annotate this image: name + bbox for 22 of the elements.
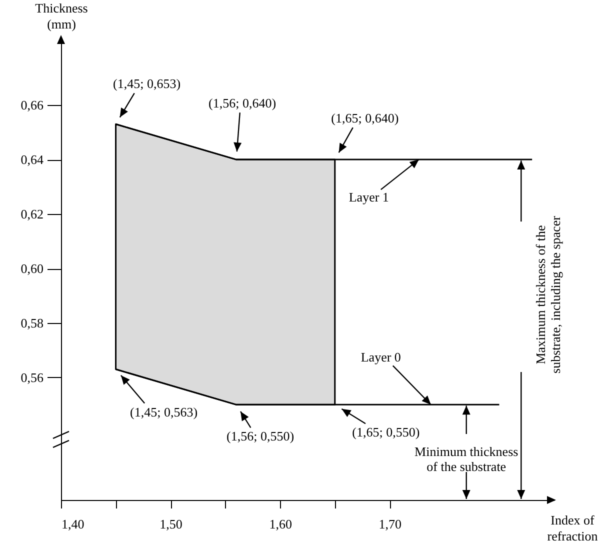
y-axis-title: Thickness (mm) <box>35 0 88 32</box>
annotation: (1,45; 0,563) <box>130 404 198 420</box>
x-tick-label: 1,70 <box>378 516 402 532</box>
y-tick-label: 0,60 <box>20 261 44 276</box>
annotation: (1,56; 0,550) <box>226 428 294 444</box>
legend-label: Layer 1 <box>348 190 389 205</box>
y-tick-label: 0,64 <box>20 152 44 168</box>
y-tick-label: 0,66 <box>20 98 44 113</box>
y-tick-label: 0,62 <box>20 206 44 222</box>
x-tick-label: 1,50 <box>160 516 182 532</box>
annotation: (1,65; 0,550) <box>352 424 420 440</box>
x-tick-label: 1,60 <box>269 516 292 532</box>
annotation: Maximum thickness of the substrate, including the spacer <box>533 215 564 374</box>
x-tick-label: 1,40 <box>62 516 84 532</box>
text: Layer 0 <box>360 350 401 365</box>
annotation: Minimum thickness of the substrate <box>414 444 518 474</box>
y-tick-label: 0,56 <box>20 370 44 385</box>
annotation: (1,45; 0,653) <box>113 76 181 92</box>
y-tick-label: 0,58 <box>20 315 44 330</box>
annotation: (1,65; 0,640) <box>331 110 399 126</box>
annotation: (1,56; 0,640) <box>208 96 276 111</box>
x-axis-title: Index of refraction <box>547 512 598 544</box>
